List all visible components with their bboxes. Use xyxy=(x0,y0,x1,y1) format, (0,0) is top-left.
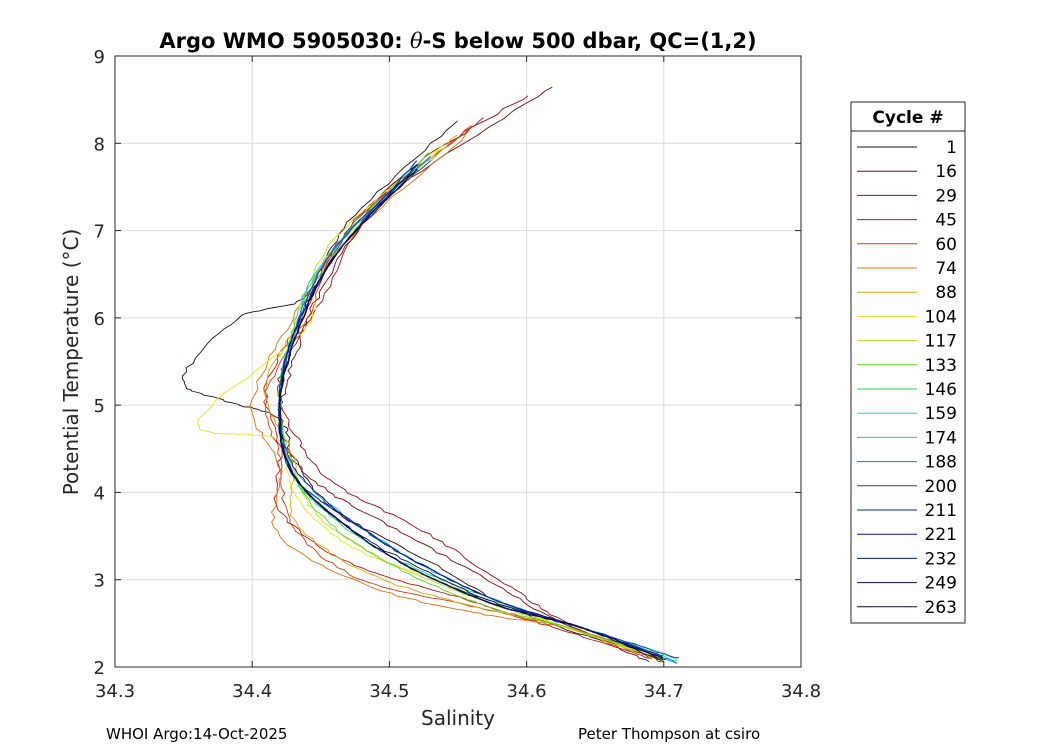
series-layer xyxy=(181,86,680,665)
y-tick-label: 9 xyxy=(94,47,105,68)
x-tick-label: 34.8 xyxy=(781,681,821,702)
legend-label: 88 xyxy=(935,283,957,303)
legend-label: 200 xyxy=(925,477,957,497)
legend-label: 263 xyxy=(925,598,957,618)
legend-label: 133 xyxy=(925,356,957,376)
x-tick-label: 34.4 xyxy=(232,681,272,702)
legend-box xyxy=(850,101,966,624)
x-tick-label: 34.6 xyxy=(507,681,547,702)
y-axis-label: Potential Temperature (°C) xyxy=(59,229,83,496)
legend-label: 188 xyxy=(925,453,957,473)
legend-label: 45 xyxy=(935,211,957,231)
legend: Cycle #1 16 29 45 60 74 88 104 117 133 146 159 174 18… xyxy=(850,101,966,624)
series-line-cycle-29 xyxy=(276,95,663,663)
legend-label: 146 xyxy=(925,380,957,400)
plot-frame xyxy=(114,55,802,668)
legend-label: 74 xyxy=(935,259,957,279)
footer-credit-date: WHOI Argo:14-Oct-2025 xyxy=(106,725,288,743)
legend-label: 174 xyxy=(925,428,957,448)
series-line-cycle-133 xyxy=(277,151,665,660)
plot-background xyxy=(115,56,801,667)
legend-label: 117 xyxy=(925,332,957,352)
series-line-cycle-88 xyxy=(263,134,663,661)
y-tick-label: 5 xyxy=(94,396,105,417)
legend-label: 29 xyxy=(935,186,957,206)
y-tick-label: 2 xyxy=(94,658,105,679)
y-tick-label: 8 xyxy=(94,134,105,155)
x-axis-label: Salinity xyxy=(421,706,495,730)
x-tick-label: 34.5 xyxy=(369,681,409,702)
legend-title: Cycle # xyxy=(872,108,943,128)
x-tick-label: 34.7 xyxy=(644,681,684,702)
y-tick-label: 6 xyxy=(94,309,105,330)
legend-label: 16 xyxy=(935,162,957,182)
legend-label: 221 xyxy=(925,525,957,545)
legend-label: 159 xyxy=(925,404,957,424)
chart-title: Argo WMO 5905030: θ-S below 500 dbar, QC… xyxy=(159,29,756,53)
legend-label: 249 xyxy=(925,574,957,594)
legend-label: 232 xyxy=(925,549,957,569)
legend-label: 1 xyxy=(946,138,957,158)
legend-label: 60 xyxy=(935,235,957,255)
y-tick-label: 7 xyxy=(94,222,105,243)
x-tick-label: 34.3 xyxy=(95,681,135,702)
legend-label: 104 xyxy=(925,307,957,327)
plot-area: 34.3 34.4 34.5 34.6 34.7 34.8 2 3 4 5 6 7 8 9 xyxy=(94,47,821,702)
y-tick-label: 4 xyxy=(94,483,105,504)
footer-credit-author: Peter Thompson at csiro xyxy=(578,725,761,743)
y-tick-label: 3 xyxy=(94,571,105,592)
legend-label: 211 xyxy=(925,501,957,521)
series-line-cycle-263 xyxy=(278,168,664,662)
